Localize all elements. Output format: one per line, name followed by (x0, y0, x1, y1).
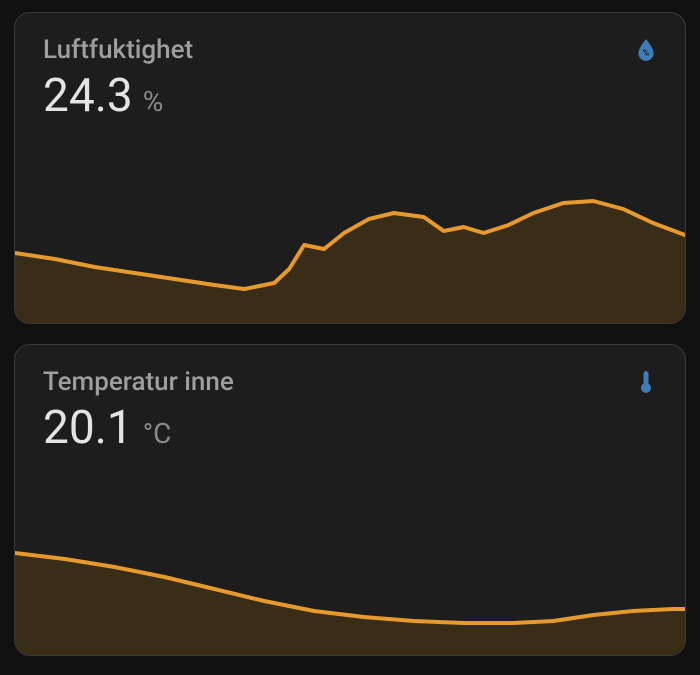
card-value: 20.1 (43, 405, 133, 451)
humidity-chart (15, 173, 685, 323)
humidity-card[interactable]: Luftfuktighet 24.3 % % (14, 12, 686, 324)
svg-text:%: % (643, 48, 650, 58)
temperature-card[interactable]: Temperatur inne 20.1 °C (14, 344, 686, 656)
humidity-icon: % (631, 35, 661, 65)
card-unit: % (143, 85, 164, 118)
card-header: Temperatur inne 20.1 °C (15, 345, 685, 451)
card-title: Temperatur inne (43, 367, 657, 397)
card-unit: °C (143, 417, 172, 450)
temperature-chart (15, 535, 685, 655)
card-header: Luftfuktighet 24.3 % % (15, 13, 685, 119)
dashboard-page: Luftfuktighet 24.3 % % Temperatur inne 2… (0, 0, 700, 675)
card-value: 24.3 (43, 73, 133, 119)
card-value-row: 20.1 °C (43, 405, 657, 451)
card-value-row: 24.3 % (43, 73, 657, 119)
thermometer-icon (631, 367, 661, 397)
card-title: Luftfuktighet (43, 35, 657, 65)
